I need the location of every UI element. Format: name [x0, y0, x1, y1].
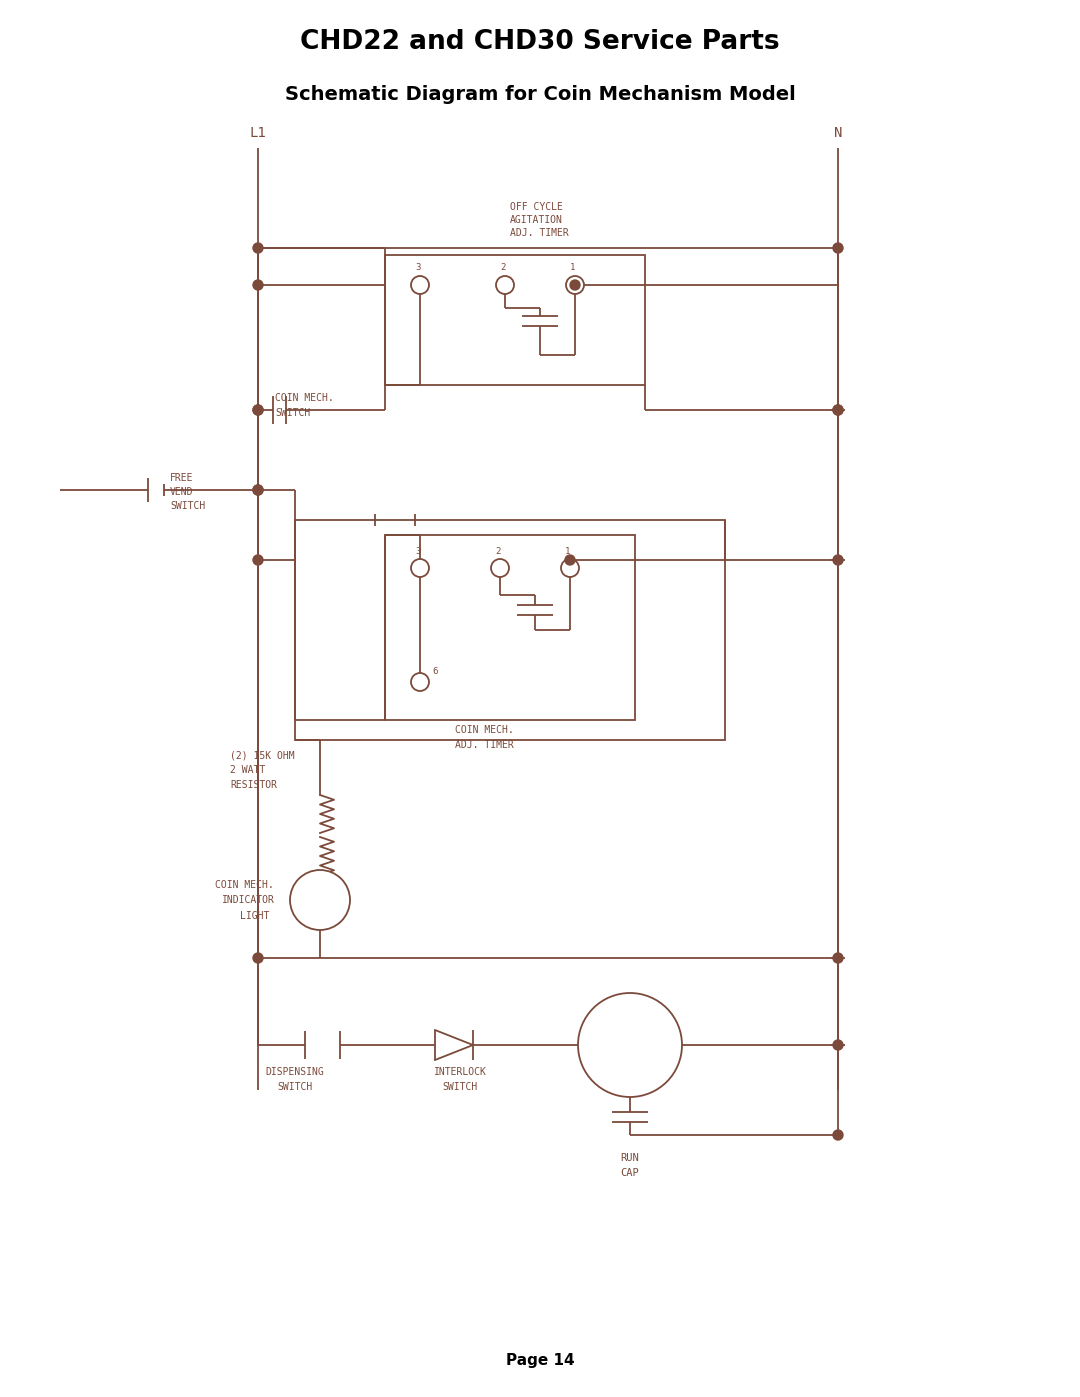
Circle shape: [833, 405, 843, 415]
Text: CHD22 and CHD30 Service Parts: CHD22 and CHD30 Service Parts: [300, 29, 780, 54]
Text: 6: 6: [432, 668, 437, 676]
Circle shape: [833, 1130, 843, 1140]
Circle shape: [411, 559, 429, 577]
Text: N: N: [834, 126, 842, 140]
Text: COIN MECH.: COIN MECH.: [215, 880, 273, 890]
Circle shape: [253, 243, 264, 253]
Circle shape: [565, 555, 575, 564]
Circle shape: [411, 277, 429, 293]
Text: AGITATION: AGITATION: [510, 215, 563, 225]
Circle shape: [253, 405, 264, 415]
Bar: [384, 535, 635, 719]
Text: 3: 3: [415, 548, 420, 556]
Text: Page 14: Page 14: [505, 1352, 575, 1368]
Circle shape: [491, 559, 509, 577]
Text: OFF CYCLE: OFF CYCLE: [510, 203, 563, 212]
Text: ADJ. TIMER: ADJ. TIMER: [455, 740, 514, 750]
Circle shape: [833, 1039, 843, 1051]
Text: GEAR: GEAR: [613, 1027, 646, 1039]
Text: (2) 15K OHM: (2) 15K OHM: [230, 750, 295, 760]
Circle shape: [833, 243, 843, 253]
Text: INDICATOR: INDICATOR: [222, 895, 275, 905]
Text: VEND: VEND: [170, 488, 193, 497]
Text: DISPENSING: DISPENSING: [266, 1067, 324, 1077]
Text: SWITCH: SWITCH: [443, 1083, 477, 1092]
Circle shape: [411, 673, 429, 692]
Text: COIN MECH.: COIN MECH.: [455, 725, 514, 735]
Text: MOTOR: MOTOR: [608, 1049, 652, 1062]
Circle shape: [253, 555, 264, 564]
Circle shape: [566, 277, 584, 293]
Circle shape: [253, 485, 264, 495]
Text: 2: 2: [495, 548, 500, 556]
Circle shape: [833, 405, 843, 415]
Text: SWITCH: SWITCH: [275, 408, 310, 418]
Text: RESISTOR: RESISTOR: [230, 780, 276, 789]
Circle shape: [570, 279, 580, 291]
Text: INTERLOCK: INTERLOCK: [433, 1067, 486, 1077]
Text: CAP: CAP: [621, 1168, 639, 1178]
Text: LIGHT: LIGHT: [240, 911, 269, 921]
Text: RUN: RUN: [621, 1153, 639, 1162]
Circle shape: [496, 277, 514, 293]
Circle shape: [833, 555, 843, 564]
Text: 2 WATT: 2 WATT: [230, 766, 266, 775]
Text: 2: 2: [500, 264, 505, 272]
Circle shape: [833, 953, 843, 963]
Circle shape: [253, 405, 264, 415]
Text: FREE: FREE: [170, 474, 193, 483]
Circle shape: [253, 485, 264, 495]
Text: 1: 1: [565, 548, 570, 556]
Text: L1: L1: [249, 126, 267, 140]
Text: SWITCH: SWITCH: [170, 502, 205, 511]
Circle shape: [253, 279, 264, 291]
Text: COIN MECH.: COIN MECH.: [275, 393, 334, 402]
Circle shape: [253, 953, 264, 963]
Text: 3: 3: [415, 264, 420, 272]
Text: ADJ. TIMER: ADJ. TIMER: [510, 228, 569, 237]
Text: 1: 1: [570, 264, 576, 272]
Circle shape: [291, 870, 350, 930]
Bar: [295, 520, 725, 740]
Text: Schematic Diagram for Coin Mechanism Model: Schematic Diagram for Coin Mechanism Mod…: [285, 85, 795, 105]
Circle shape: [578, 993, 681, 1097]
Bar: [384, 256, 645, 386]
Circle shape: [561, 559, 579, 577]
Text: SWITCH: SWITCH: [278, 1083, 312, 1092]
